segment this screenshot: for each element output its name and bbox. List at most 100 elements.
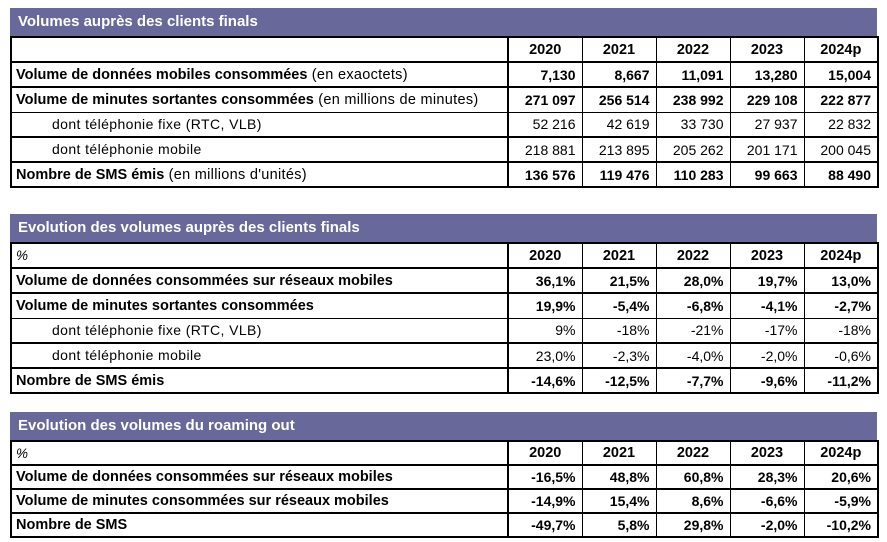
table-title: Evolution des volumes du roaming out bbox=[18, 417, 295, 434]
header-row: 2020 2021 2022 2023 2024p bbox=[10, 36, 879, 63]
value-cell: 28,0% bbox=[655, 267, 731, 294]
table-row: Volume de données mobiles consommées (en… bbox=[10, 61, 879, 88]
data-table: % 2020 2021 2022 2023 2024p Volume de données … bbox=[10, 242, 879, 394]
row-label: dont téléphonie fixe (RTC, VLB) bbox=[52, 321, 262, 338]
row-label-cell: dont téléphonie mobile bbox=[10, 342, 509, 369]
table-evolution-clients-finals: Evolution des volumes auprès des clients… bbox=[10, 214, 879, 394]
value-cell: 7,130 bbox=[507, 61, 583, 88]
value-cell: -2,0% bbox=[729, 512, 805, 538]
value-cell: 218 881 bbox=[507, 136, 583, 163]
value-cell: -4,0% bbox=[655, 342, 731, 369]
value-cell: 9% bbox=[507, 317, 583, 344]
value-cell: 238 992 bbox=[655, 86, 731, 113]
table-row: dont téléphonie mobile 218 881 213 895 205 … bbox=[10, 136, 879, 163]
row-label-unit: (en exaoctets) bbox=[307, 66, 408, 83]
row-label-cell: Volume de minutes sortantes consommées bbox=[10, 292, 509, 319]
value-cell: -49,7% bbox=[507, 512, 583, 538]
value-cell: 5,8% bbox=[581, 512, 657, 538]
value-cell: 200 045 bbox=[803, 136, 879, 163]
row-label-cell: Nombre de SMS bbox=[10, 512, 509, 538]
value-cell: 48,8% bbox=[581, 464, 657, 490]
row-label-cell: Nombre de SMS émis (en millions d'unités… bbox=[10, 161, 509, 188]
table-row: dont téléphonie fixe (RTC, VLB) 9% -18% -21… bbox=[10, 317, 879, 344]
data-table: 2020 2021 2022 2023 2024p Volume de données m… bbox=[10, 36, 879, 188]
year-column-header: 2021 bbox=[581, 242, 657, 269]
value-cell: 36,1% bbox=[507, 267, 583, 294]
value-cell: 256 514 bbox=[581, 86, 657, 113]
value-cell: 28,3% bbox=[729, 464, 805, 490]
value-cell: 205 262 bbox=[655, 136, 731, 163]
value-cell: -2,0% bbox=[729, 342, 805, 369]
row-label: Nombre de SMS émis bbox=[16, 166, 165, 183]
value-cell: 29,8% bbox=[655, 512, 731, 538]
row-label-cell: dont téléphonie mobile bbox=[10, 136, 509, 163]
value-cell: -5,4% bbox=[581, 292, 657, 319]
value-cell: -9,6% bbox=[729, 367, 805, 394]
value-cell: 201 171 bbox=[729, 136, 805, 163]
header-row: % 2020 2021 2022 2023 2024p bbox=[10, 440, 879, 466]
value-cell: 110 283 bbox=[655, 161, 731, 188]
row-label-unit: (en millions d'unités) bbox=[164, 166, 307, 183]
value-cell: 21,5% bbox=[581, 267, 657, 294]
value-cell: -14,9% bbox=[507, 488, 583, 514]
value-cell: 222 877 bbox=[803, 86, 879, 113]
table-row: Volume de minutes consommées sur réseaux… bbox=[10, 488, 879, 514]
value-cell: -18% bbox=[581, 317, 657, 344]
year-column-header: 2021 bbox=[581, 440, 657, 466]
table-body: Volume de données consommées sur réseaux… bbox=[10, 267, 879, 394]
value-cell: 13,280 bbox=[729, 61, 805, 88]
value-cell: -0,6% bbox=[803, 342, 879, 369]
table-body: Volume de données consommées sur réseaux… bbox=[10, 464, 879, 538]
value-cell: 88 490 bbox=[803, 161, 879, 188]
value-cell: 13,0% bbox=[803, 267, 879, 294]
row-label: dont téléphonie mobile bbox=[52, 141, 202, 157]
value-cell: 19,9% bbox=[507, 292, 583, 319]
header-row: % 2020 2021 2022 2023 2024p bbox=[10, 242, 879, 269]
table-row: dont téléphonie mobile 23,0% -2,3% -4,0% -2,… bbox=[10, 342, 879, 369]
year-column-header: 2021 bbox=[581, 36, 657, 63]
table-row: Nombre de SMS émis -14,6% -12,5% -7,7% -9,6%… bbox=[10, 367, 879, 394]
row-label: Volume de minutes sortantes consommées bbox=[16, 91, 314, 108]
value-cell: 27 937 bbox=[729, 111, 805, 138]
table-title-band: Evolution des volumes du roaming out bbox=[10, 412, 877, 440]
value-cell: 22 832 bbox=[803, 111, 879, 138]
value-cell: 99 663 bbox=[729, 161, 805, 188]
row-label-cell: dont téléphonie fixe (RTC, VLB) bbox=[10, 317, 509, 344]
value-cell: -2,7% bbox=[803, 292, 879, 319]
year-column-header: 2024p bbox=[803, 440, 879, 466]
row-label: dont téléphonie fixe (RTC, VLB) bbox=[52, 115, 262, 132]
table-head: % 2020 2021 2022 2023 2024p bbox=[10, 242, 879, 269]
value-cell: 15,004 bbox=[803, 61, 879, 88]
row-label: Volume de minutes sortantes consommées bbox=[16, 297, 314, 314]
value-cell: 213 895 bbox=[581, 136, 657, 163]
value-cell: 229 108 bbox=[729, 86, 805, 113]
value-cell: -2,3% bbox=[581, 342, 657, 369]
row-label-unit: (en millions de minutes) bbox=[313, 91, 479, 108]
value-cell: 60,8% bbox=[655, 464, 731, 490]
row-label-cell: Volume de données consommées sur réseaux… bbox=[10, 464, 509, 490]
table-row: Volume de minutes sortantes consommées (… bbox=[10, 86, 879, 113]
table-row: Nombre de SMS émis (en millions d'unités… bbox=[10, 161, 879, 188]
value-cell: 11,091 bbox=[655, 61, 731, 88]
table-row: Volume de données consommées sur réseaux… bbox=[10, 464, 879, 490]
value-cell: -18% bbox=[803, 317, 879, 344]
row-label: Nombre de SMS bbox=[16, 517, 128, 533]
value-cell: -5,9% bbox=[803, 488, 879, 514]
value-cell: 271 097 bbox=[507, 86, 583, 113]
value-cell: 15,4% bbox=[581, 488, 657, 514]
value-cell: -21% bbox=[655, 317, 731, 344]
value-cell: -14,6% bbox=[507, 367, 583, 394]
year-column-header: 2022 bbox=[655, 36, 731, 63]
year-column-header: 2023 bbox=[729, 242, 805, 269]
row-label: dont téléphonie mobile bbox=[52, 347, 202, 363]
year-column-header: 2020 bbox=[507, 440, 583, 466]
row-label: Volume de données consommées sur réseaux… bbox=[16, 272, 393, 289]
value-cell: 23,0% bbox=[507, 342, 583, 369]
value-cell: 33 730 bbox=[655, 111, 731, 138]
unit-label: % bbox=[10, 242, 509, 269]
year-column-header: 2024p bbox=[803, 242, 879, 269]
value-cell: 20,6% bbox=[803, 464, 879, 490]
value-cell: -10,2% bbox=[803, 512, 879, 538]
value-cell: -6,6% bbox=[729, 488, 805, 514]
